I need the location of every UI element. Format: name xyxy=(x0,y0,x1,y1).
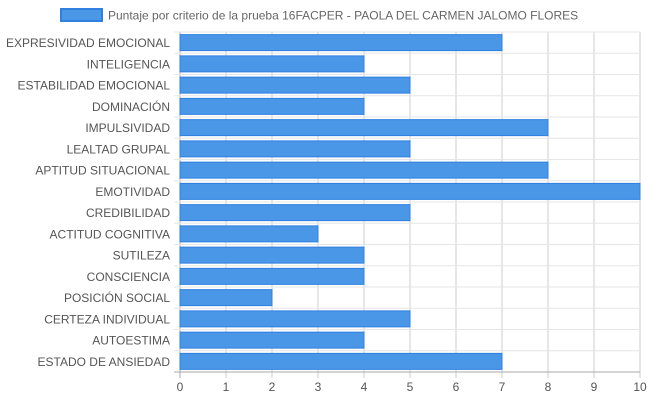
y-tick-label: INTELIGENCIA xyxy=(87,57,170,71)
x-tick-label: 3 xyxy=(315,380,322,394)
x-tick-label: 5 xyxy=(407,380,414,394)
y-tick-label: LEALTAD GRUPAL xyxy=(67,142,171,156)
y-tick-label: AUTOESTIMA xyxy=(92,334,170,348)
y-tick-label: POSICIÓN SOCIAL xyxy=(64,290,170,305)
bars xyxy=(179,34,641,370)
bar[interactable] xyxy=(179,55,365,73)
bar[interactable] xyxy=(179,204,411,222)
legend-swatch xyxy=(60,8,103,22)
bar[interactable] xyxy=(179,331,365,349)
y-tick-label: ACTITUD COGNITIVA xyxy=(50,227,170,241)
y-tick-label: ESTABILIDAD EMOCIONAL xyxy=(18,79,171,93)
bar[interactable] xyxy=(179,34,503,52)
bar[interactable] xyxy=(179,267,365,285)
bar[interactable] xyxy=(179,225,319,243)
x-tick-label: 0 xyxy=(177,380,184,394)
bar[interactable] xyxy=(179,246,365,264)
x-tick-label: 6 xyxy=(453,380,460,394)
bar[interactable] xyxy=(179,161,549,179)
y-tick-label: CONSCIENCIA xyxy=(87,270,170,284)
x-tick-label: 4 xyxy=(361,380,368,394)
x-tick-label: 10 xyxy=(633,380,647,394)
bar[interactable] xyxy=(179,76,411,94)
bar[interactable] xyxy=(179,140,411,158)
legend[interactable]: Puntaje por criterio de la prueba 16FACP… xyxy=(60,8,578,23)
bar[interactable] xyxy=(179,119,549,137)
legend-label: Puntaje por criterio de la prueba 16FACP… xyxy=(108,9,578,23)
y-tick-label: ESTADO DE ANSIEDAD xyxy=(38,355,171,369)
y-tick-label: CREDIBILIDAD xyxy=(86,206,170,220)
bar[interactable] xyxy=(179,310,411,328)
y-tick-label: SUTILEZA xyxy=(113,249,170,263)
y-tick-label: IMPULSIVIDAD xyxy=(85,121,170,135)
x-axis-labels: 0 1 2 3 4 5 6 7 8 9 10 xyxy=(177,380,647,394)
bar[interactable] xyxy=(179,352,503,370)
x-tick-label: 1 xyxy=(223,380,230,394)
y-axis-labels: EXPRESIVIDAD EMOCIONAL INTELIGENCIA ESTABI… xyxy=(6,36,170,369)
y-tick-label: DOMINACIÓN xyxy=(92,99,170,114)
bar[interactable] xyxy=(179,289,273,307)
bar[interactable] xyxy=(179,97,365,115)
bar[interactable] xyxy=(179,182,641,200)
y-tick-label: EXPRESIVIDAD EMOCIONAL xyxy=(6,36,170,50)
x-tick-label: 2 xyxy=(269,380,276,394)
y-tick-label: CERTEZA INDIVIDUAL xyxy=(44,312,170,326)
x-tick-label: 9 xyxy=(591,380,598,394)
y-tick-label: EMOTIVIDAD xyxy=(95,185,170,199)
y-tick-label: APTITUD SITUACIONAL xyxy=(35,164,170,178)
x-tick-label: 8 xyxy=(545,380,552,394)
x-tick-label: 7 xyxy=(499,380,506,394)
